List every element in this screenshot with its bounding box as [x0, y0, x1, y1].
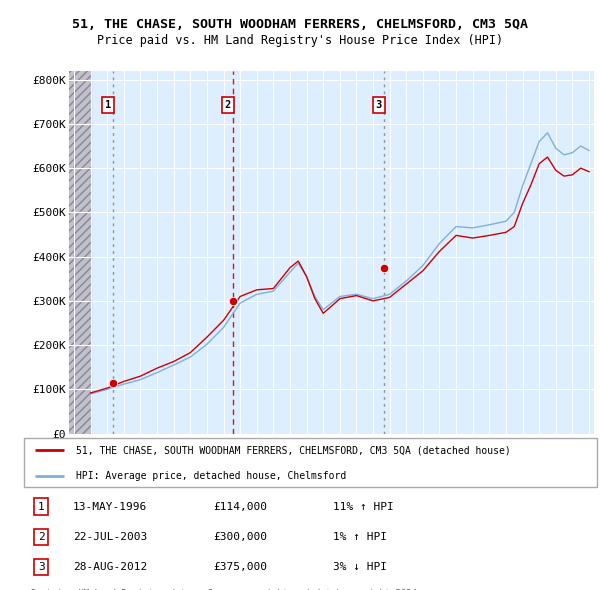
Text: 13-MAY-1996: 13-MAY-1996	[73, 502, 147, 512]
Text: 1% ↑ HPI: 1% ↑ HPI	[334, 532, 388, 542]
FancyBboxPatch shape	[24, 438, 597, 487]
Text: £114,000: £114,000	[213, 502, 267, 512]
Text: 1: 1	[105, 100, 112, 110]
Text: 22-JUL-2003: 22-JUL-2003	[73, 532, 147, 542]
Bar	[69, 71, 91, 434]
Text: 11% ↑ HPI: 11% ↑ HPI	[334, 502, 394, 512]
Text: £300,000: £300,000	[213, 532, 267, 542]
Text: 2: 2	[224, 100, 231, 110]
Text: HPI: Average price, detached house, Chelmsford: HPI: Average price, detached house, Chel…	[76, 471, 346, 481]
Text: 1: 1	[38, 502, 44, 512]
Text: 51, THE CHASE, SOUTH WOODHAM FERRERS, CHELMSFORD, CM3 5QA: 51, THE CHASE, SOUTH WOODHAM FERRERS, CH…	[72, 18, 528, 31]
Text: 3: 3	[38, 562, 44, 572]
Text: 51, THE CHASE, SOUTH WOODHAM FERRERS, CHELMSFORD, CM3 5QA (detached house): 51, THE CHASE, SOUTH WOODHAM FERRERS, CH…	[76, 445, 511, 455]
Text: 2: 2	[38, 532, 44, 542]
Text: Contains HM Land Registry data © Crown copyright and database right 2024.
This d: Contains HM Land Registry data © Crown c…	[30, 589, 422, 590]
Text: 3% ↓ HPI: 3% ↓ HPI	[334, 562, 388, 572]
Text: Price paid vs. HM Land Registry's House Price Index (HPI): Price paid vs. HM Land Registry's House …	[97, 34, 503, 47]
Text: 28-AUG-2012: 28-AUG-2012	[73, 562, 147, 572]
Bar	[69, 71, 91, 434]
Text: 3: 3	[376, 100, 382, 110]
Text: £375,000: £375,000	[213, 562, 267, 572]
